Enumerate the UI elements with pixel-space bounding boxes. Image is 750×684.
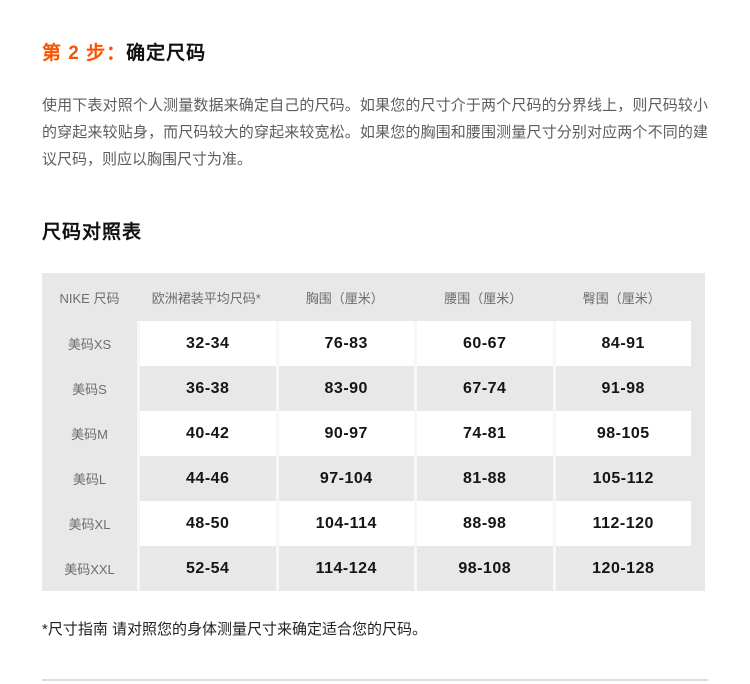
size-label: 美码XL [68, 517, 111, 532]
table-row: 美码XS 32-34 76-83 60-67 84-91 [42, 321, 691, 366]
size-guide-footnote: *尺寸指南 请对照您的身体测量尺寸来确定适合您的尺码。 [42, 621, 428, 638]
size-label: 美码M [71, 427, 108, 442]
eu-size-value: 44-46 [137, 456, 276, 501]
hip-value: 91-98 [552, 366, 691, 411]
table-row: 美码M 40-42 90-97 74-81 98-105 [42, 411, 691, 456]
size-label: 美码XXL [64, 562, 115, 577]
table-row: 美码L 44-46 97-104 81-88 105-112 [42, 456, 691, 501]
waist-value: 88-98 [414, 501, 553, 546]
hip-value: 112-120 [552, 501, 691, 546]
waist-value: 74-81 [414, 411, 553, 456]
size-label: 美码L [72, 472, 107, 487]
eu-size-value: 32-34 [137, 321, 276, 366]
column-header-nike-size: NIKE 尺码 [59, 290, 120, 306]
waist-value: 81-88 [414, 456, 553, 501]
table-row: 美码XL 48-50 104-114 88-98 112-120 [42, 501, 691, 546]
eu-size-value: 36-38 [137, 366, 276, 411]
table-row: 美码XXL 52-54 114-124 98-108 120-128 [42, 546, 691, 591]
chest-value: 97-104 [275, 456, 414, 501]
column-header-hip: 臀围（厘米） [582, 290, 661, 306]
hip-value: 120-128 [552, 546, 691, 591]
step-heading-text: 确定尺码 [126, 43, 207, 64]
step-heading: 第 2 步：确定尺码 [42, 0, 708, 65]
chest-value: 90-97 [275, 411, 414, 456]
column-header-eu-size: 欧洲裙装平均尺码* [151, 290, 261, 306]
column-header-chest: 胸围（厘米） [305, 290, 384, 306]
waist-value: 98-108 [414, 546, 553, 591]
waist-value: 67-74 [414, 366, 553, 411]
chest-value: 83-90 [275, 366, 414, 411]
eu-size-value: 48-50 [137, 501, 276, 546]
size-label: 美码S [72, 382, 107, 397]
table-row: 美码S 36-38 83-90 67-74 91-98 [42, 366, 691, 411]
chest-value: 114-124 [275, 546, 414, 591]
size-comparison-table: NIKE 尺码 欧洲裙装平均尺码* 胸围（厘米） 腰围（厘米） 臀围（厘米） 美… [42, 273, 705, 591]
size-guide-intro-paragraph: 使用下表对照个人测量数据来确定自己的尺码。如果您的尺寸介于两个尺码的分界线上，则… [42, 97, 708, 168]
chest-value: 76-83 [275, 321, 414, 366]
hip-value: 84-91 [552, 321, 691, 366]
hip-value: 98-105 [552, 411, 691, 456]
eu-size-value: 40-42 [137, 411, 276, 456]
bottom-divider [42, 679, 708, 681]
size-guide-page: 第 2 步：确定尺码 使用下表对照个人测量数据来确定自己的尺码。如果您的尺寸介于… [42, 0, 708, 638]
table-header-row: NIKE 尺码 欧洲裙装平均尺码* 胸围（厘米） 腰围（厘米） 臀围（厘米） [42, 273, 691, 321]
column-header-waist: 腰围（厘米） [444, 290, 523, 306]
size-table-title: 尺码对照表 [42, 222, 143, 243]
eu-size-value: 52-54 [137, 546, 276, 591]
hip-value: 105-112 [552, 456, 691, 501]
step-number-prefix: 第 2 步： [42, 43, 127, 64]
chest-value: 104-114 [275, 501, 414, 546]
size-label: 美码XS [67, 337, 112, 352]
waist-value: 60-67 [414, 321, 553, 366]
